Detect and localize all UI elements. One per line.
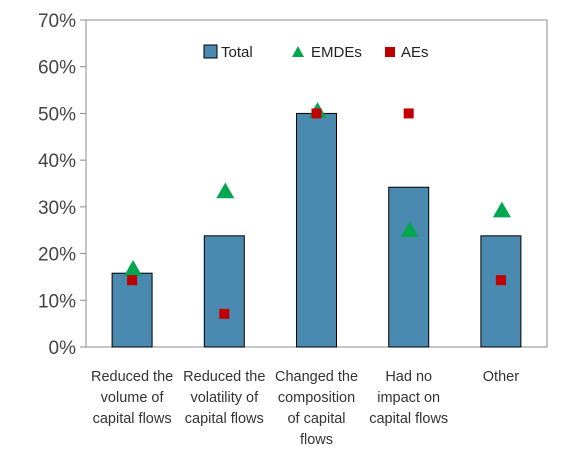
point-emdes (216, 182, 235, 199)
y-tick-labels: 0% 10% 20% 30% 40% 50% 60% 70% (38, 11, 76, 359)
y-tick-label: 10% (38, 291, 76, 312)
point-aes (495, 275, 506, 286)
bar-total (203, 235, 245, 348)
legend-swatch-aes (385, 47, 395, 57)
y-tick-label: 0% (49, 338, 77, 359)
bar-total (388, 186, 430, 348)
legend-label-emdes: EMDEs (311, 44, 362, 61)
x-category-label: Changed the composition of capital flows (275, 369, 358, 448)
x-category-label: Other (483, 369, 519, 385)
bars (111, 112, 522, 348)
y-tick-label: 40% (38, 151, 76, 172)
legend-swatch-emdes (292, 46, 304, 57)
point-aes (311, 108, 322, 119)
point-emdes (124, 259, 143, 276)
point-aes (403, 108, 414, 119)
x-category-label: Reduced the volatility of capital flows (183, 369, 265, 427)
y-tick-label: 30% (38, 198, 76, 219)
y-tick-label: 70% (38, 11, 76, 32)
legend-swatch-total (203, 44, 218, 59)
legend-label-aes: AEs (401, 44, 429, 61)
y-tick-label: 60% (38, 58, 76, 79)
legend-label-total: Total (221, 44, 253, 61)
markers (124, 102, 511, 319)
y-tick-label: 20% (38, 245, 76, 266)
legend: Total EMDEs AEs (203, 44, 429, 61)
point-aes (127, 275, 138, 286)
x-category-label: Reduced the volume of capital flows (91, 369, 173, 427)
bar-total (111, 272, 153, 348)
point-emdes (492, 201, 511, 218)
y-tick-label: 50% (38, 104, 76, 125)
bar-total (296, 112, 337, 348)
x-category-labels: Reduced the volume of capital flowsReduced… (91, 369, 519, 448)
point-emdes (400, 221, 419, 237)
bar-total (480, 235, 522, 348)
x-category-label: Had no impact on capital flows (369, 369, 448, 427)
point-aes (219, 308, 230, 319)
